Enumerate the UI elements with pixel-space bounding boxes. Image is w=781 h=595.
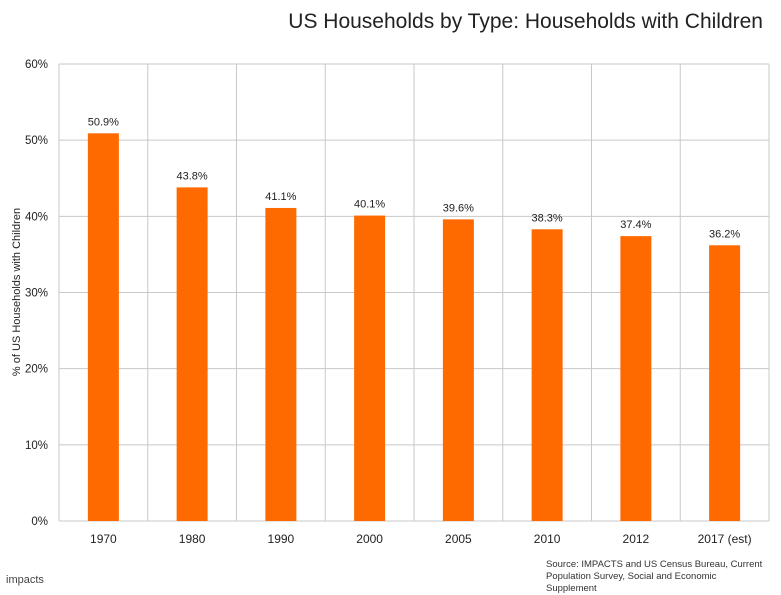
bar-2000 [354, 215, 386, 522]
x-tick-label: 1990 [268, 532, 295, 546]
source-note: Source: IMPACTS and US Census Bureau, Cu… [546, 559, 763, 594]
bar-2012 [620, 236, 652, 522]
data-label: 43.8% [177, 170, 208, 182]
data-label: 36.2% [709, 228, 740, 240]
bar-2005 [442, 219, 474, 521]
grid-lines [58, 63, 770, 522]
y-tick-label: 10% [25, 440, 48, 452]
labels: 0% 10% 20% 30% 40% 50% 60% 50.9% 1970 43.8% 1980 41… [25, 59, 752, 546]
data-label: 50.9% [88, 116, 119, 128]
bars [87, 133, 741, 522]
impacts-logo: impacts [6, 574, 44, 586]
data-label: 38.3% [532, 212, 563, 224]
x-tick-label: 1970 [90, 532, 117, 546]
x-tick-label: 2017 (est) [698, 532, 752, 546]
y-tick-label: 50% [25, 135, 48, 147]
bar-1970 [87, 133, 119, 522]
y-tick-label: 20% [25, 364, 48, 376]
bar-1990 [265, 207, 297, 521]
x-tick-label: 2005 [445, 532, 472, 546]
x-tick-label: 1980 [179, 532, 206, 546]
data-label: 41.1% [265, 191, 296, 203]
x-tick-label: 2010 [534, 532, 561, 546]
data-label: 39.6% [443, 202, 474, 214]
y-tick-label: 30% [25, 288, 48, 300]
x-tick-label: 2000 [356, 532, 383, 546]
bar-2010 [531, 229, 563, 521]
data-label: 40.1% [354, 199, 385, 211]
x-tick-label: 2012 [623, 532, 650, 546]
y-tick-label: 60% [25, 59, 48, 71]
data-label: 37.4% [620, 219, 651, 231]
y-tick-label: 0% [31, 516, 48, 528]
bar-2017 (est) [709, 245, 741, 521]
y-tick-label: 40% [25, 211, 48, 223]
bar-1980 [176, 187, 208, 521]
chart-title: US Households by Type: Households with C… [288, 10, 763, 33]
